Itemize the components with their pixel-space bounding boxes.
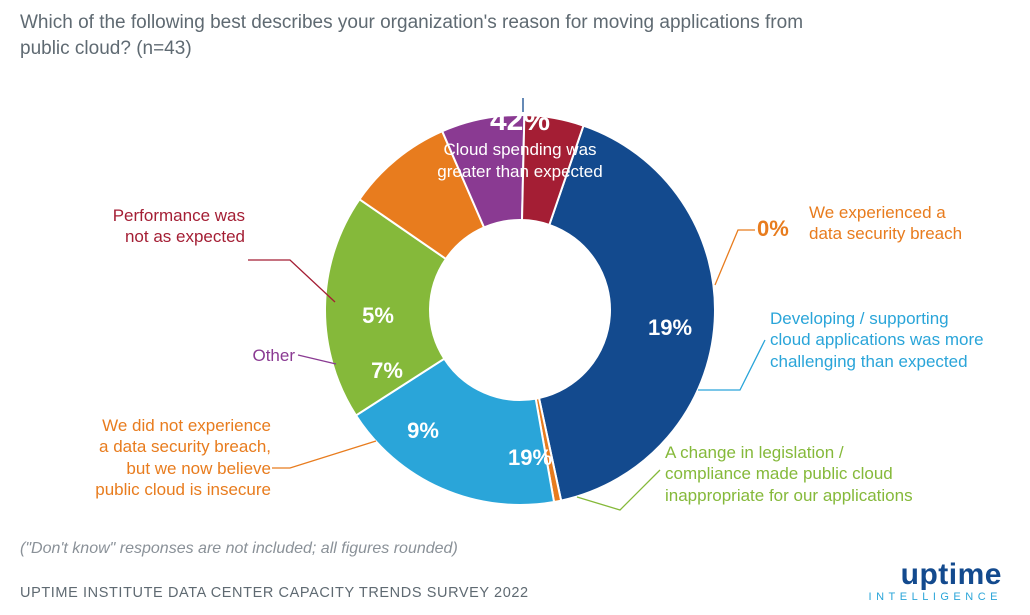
- label-other: Other: [200, 345, 295, 366]
- label-legislation: A change in legislation /compliance made…: [665, 442, 1005, 506]
- chart-footnote: ("Don't know" responses are not included…: [20, 540, 458, 558]
- leader-performance: [248, 260, 335, 302]
- leader-breach-yes: [715, 230, 755, 285]
- pct-breach-yes: 0%: [757, 216, 789, 241]
- label-spending-line1: Cloud spending was: [443, 140, 596, 159]
- logo-sub: INTELLIGENCE: [869, 592, 1002, 603]
- pct-legislation: 19%: [508, 445, 552, 470]
- label-performance: Performance wasnot as expected: [80, 205, 245, 248]
- leader-breach-no: [272, 441, 376, 468]
- pct-spending: 42%: [490, 104, 550, 137]
- pct-developing: 19%: [648, 315, 692, 340]
- pct-performance: 5%: [362, 303, 394, 328]
- pct-other: 7%: [371, 358, 403, 383]
- logo-brand: uptime: [869, 560, 1002, 590]
- label-breach-yes: 0% We experienced adata security breach: [757, 216, 1017, 242]
- label-breach-no: We did not experiencea data security bre…: [36, 415, 271, 500]
- label-spending-line2: greater than expected: [437, 162, 602, 181]
- label-developing: Developing / supportingcloud application…: [770, 308, 1020, 372]
- source-line: UPTIME INSTITUTE DATA CENTER CAPACITY TR…: [20, 585, 529, 601]
- brand-logo: uptime INTELLIGENCE: [869, 560, 1002, 603]
- pct-breach-no: 9%: [407, 418, 439, 443]
